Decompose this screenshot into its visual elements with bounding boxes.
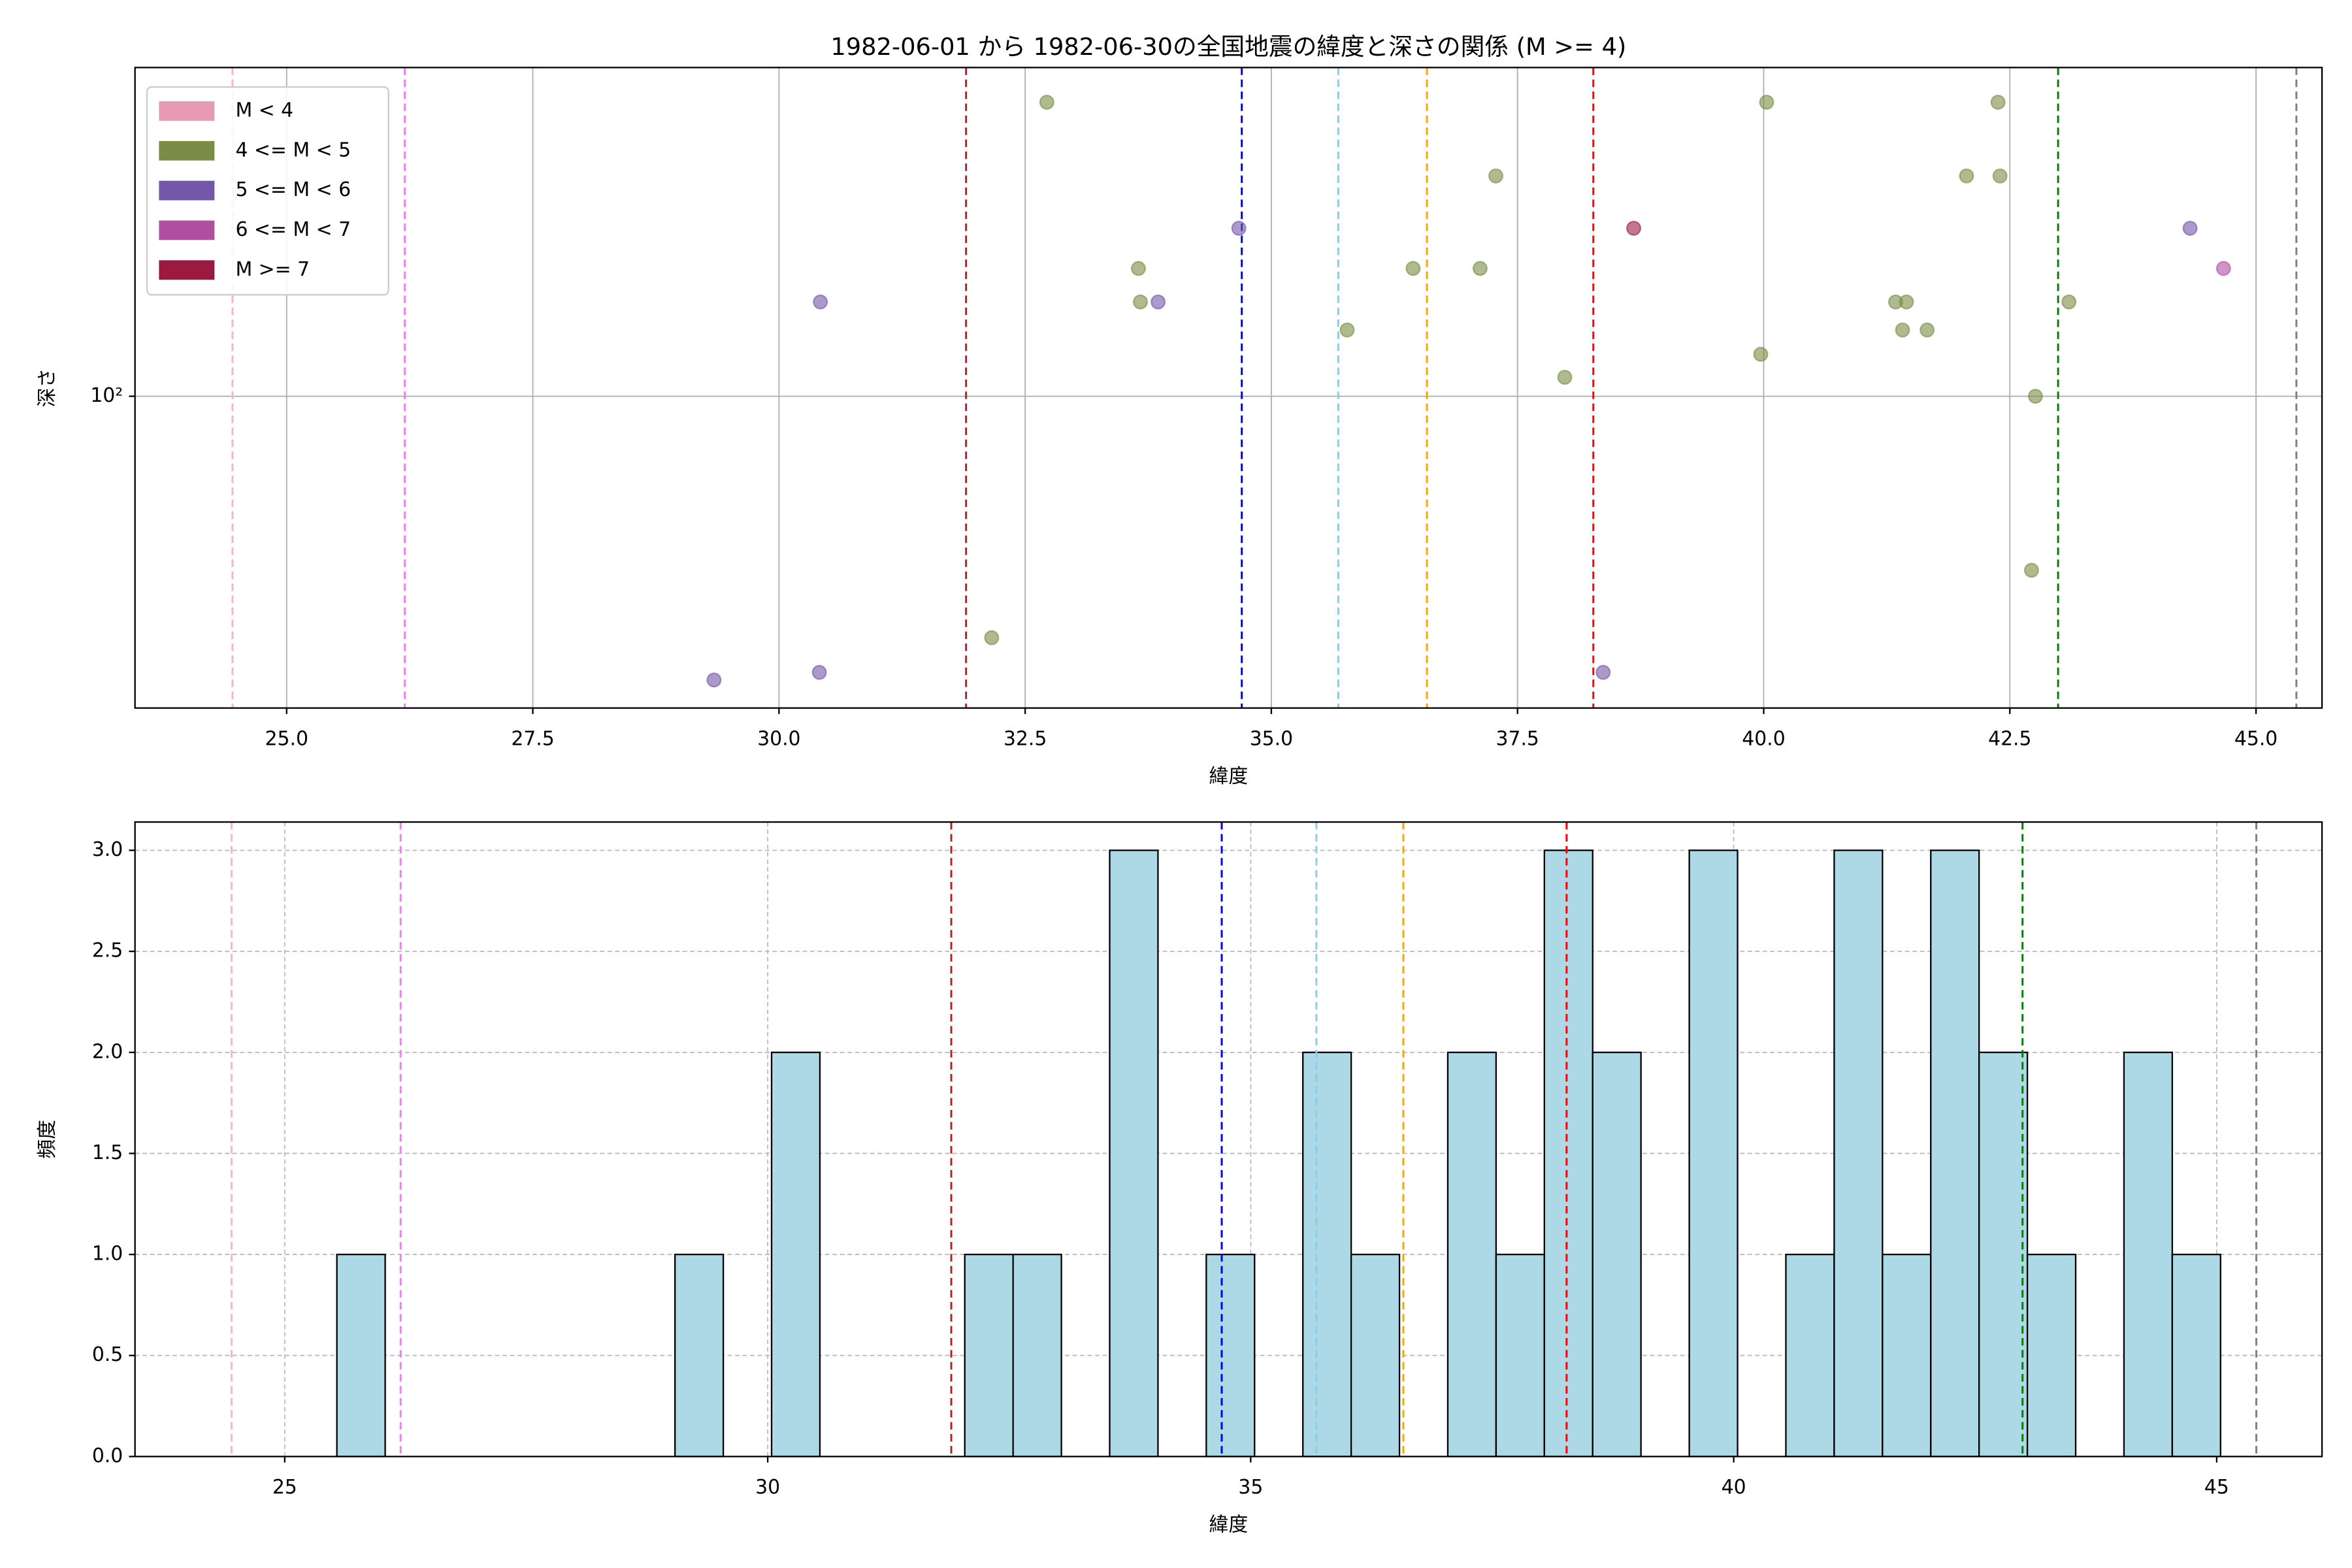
point: [1339, 322, 1355, 338]
point: [1231, 220, 1247, 236]
plot-frame: [134, 821, 2323, 1458]
x-axis-label: 緯度: [1209, 765, 1249, 788]
point: [1626, 220, 1642, 236]
x-tick-label: 45: [2204, 1476, 2229, 1499]
point: [1919, 322, 1935, 338]
legend-swatch: [159, 220, 215, 240]
x-tick-label: 40.0: [1742, 727, 1785, 750]
bar: [1882, 1253, 1932, 1458]
bar: [1495, 1253, 1545, 1458]
bar: [1543, 849, 1593, 1458]
point: [1151, 294, 1166, 310]
x-tick-label: 42.5: [1988, 727, 2031, 750]
bar: [2123, 1051, 2174, 1458]
point: [1990, 94, 2006, 110]
bar: [1833, 849, 1884, 1458]
point: [1753, 346, 1769, 362]
legend-swatch: [159, 180, 215, 201]
legend-swatch: [159, 260, 215, 280]
point: [1405, 261, 1421, 276]
x-tick-label: 30.0: [757, 727, 800, 750]
point: [811, 664, 827, 680]
legend-swatch: [159, 140, 215, 161]
y-tick-label: 2.0: [92, 1040, 123, 1063]
y-tick-label: 0.5: [92, 1343, 123, 1366]
bar: [1012, 1253, 1062, 1458]
y-tick-label: 2.5: [92, 939, 123, 962]
legend-label: 5 <= M < 6: [235, 178, 351, 201]
bar: [674, 1253, 725, 1458]
chart-title: 1982-06-01 から 1982-06-30の全国地震の緯度と深さの関係 (…: [830, 33, 1626, 61]
bar: [770, 1051, 821, 1458]
point: [706, 672, 722, 688]
y-tick-label: 1.5: [92, 1141, 123, 1164]
y-tick-label: 0.0: [92, 1445, 123, 1467]
point: [1039, 94, 1054, 110]
y-tick-label: 3.0: [92, 838, 123, 861]
point: [2028, 389, 2043, 404]
bar: [1930, 849, 1980, 1458]
legend-label: 4 <= M < 5: [235, 139, 351, 161]
point: [1899, 294, 1914, 310]
y-tick-label: 10²: [90, 384, 123, 407]
legend-label: 6 <= M < 7: [235, 218, 351, 241]
point: [1895, 322, 1910, 338]
point: [2023, 563, 2039, 578]
x-tick-label: 25.0: [265, 727, 308, 750]
point: [984, 630, 1000, 645]
bar: [1978, 1051, 2029, 1458]
x-tick-label: 25: [272, 1476, 297, 1499]
legend-box: [146, 86, 389, 296]
y-axis-label: 頻度: [36, 1120, 59, 1159]
x-tick-label: 35: [1238, 1476, 1263, 1499]
x-tick-label: 30: [755, 1476, 780, 1499]
bar: [1350, 1253, 1401, 1458]
point: [1959, 168, 1974, 184]
bar: [336, 1253, 386, 1458]
y-axis-label: 深さ: [36, 368, 59, 408]
bar: [1302, 1051, 1352, 1458]
bar: [1446, 1051, 1497, 1458]
point: [2061, 294, 2077, 310]
plot-frame: [134, 67, 2323, 709]
bar: [1205, 1253, 1256, 1458]
x-tick-label: 35.0: [1250, 727, 1293, 750]
y-tick-label: 1.0: [92, 1243, 123, 1266]
bar: [2026, 1253, 2077, 1458]
bar: [964, 1253, 1014, 1458]
point: [2182, 220, 2198, 236]
x-axis-label: 緯度: [1209, 1513, 1249, 1536]
bar: [1592, 1051, 1642, 1458]
point: [1595, 664, 1611, 680]
point: [813, 294, 828, 310]
point: [1759, 94, 1774, 110]
legend-swatch: [159, 101, 215, 121]
x-tick-label: 32.5: [1004, 727, 1047, 750]
bar: [2171, 1253, 2221, 1458]
x-tick-label: 45.0: [2234, 727, 2278, 750]
point: [1472, 261, 1488, 276]
point: [1132, 294, 1148, 310]
point: [1488, 168, 1504, 184]
bar: [1109, 849, 1159, 1458]
legend-label: M < 4: [235, 99, 293, 122]
x-tick-label: 27.5: [511, 727, 554, 750]
point: [1557, 370, 1573, 385]
point: [1130, 261, 1146, 276]
x-tick-label: 37.5: [1496, 727, 1539, 750]
bar: [1785, 1253, 1835, 1458]
bar: [1688, 849, 1739, 1458]
point: [2215, 261, 2231, 276]
point: [1992, 168, 2008, 184]
legend-label: M >= 7: [235, 258, 310, 281]
x-tick-label: 40: [1722, 1476, 1746, 1499]
